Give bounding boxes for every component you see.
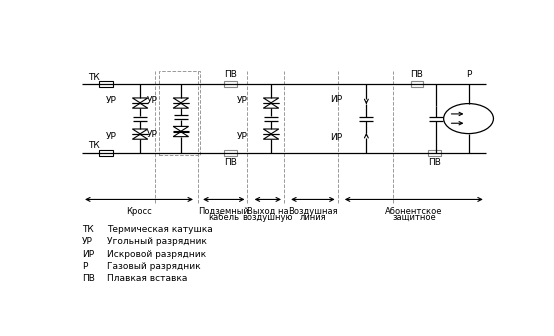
Text: УР: УР [146,130,157,139]
Text: Угольный разрядник: Угольный разрядник [107,237,207,246]
Text: Плавкая вставка: Плавкая вставка [107,275,187,283]
Text: УР: УР [237,96,248,105]
Text: ТК: ТК [89,73,100,82]
Text: ТК: ТК [89,141,100,150]
Text: кабель: кабель [208,213,239,222]
Text: воздушную: воздушную [243,213,293,222]
Text: ПВ: ПВ [224,158,237,167]
Text: Кросс: Кросс [126,207,152,216]
Text: ИР: ИР [331,95,343,104]
Text: Абонентское: Абонентское [385,207,443,216]
Text: защитное: защитное [392,213,435,222]
Text: Термическая катушка: Термическая катушка [107,225,213,234]
Text: Выход на: Выход на [247,207,289,216]
Text: ПВ: ПВ [224,70,237,79]
Text: УР: УР [106,132,116,141]
Bar [411,81,423,87]
Text: Подземный: Подземный [198,207,249,216]
Text: УР: УР [82,237,93,246]
Bar [224,81,237,87]
Text: УР: УР [237,132,248,141]
Text: ТК: ТК [82,225,94,234]
Text: Воздушная: Воздушная [288,207,338,216]
Bar [99,150,112,156]
Text: ПВ: ПВ [411,70,423,79]
Text: ИР: ИР [331,133,343,142]
Text: линия: линия [300,213,326,222]
Bar [160,71,200,156]
Text: Р: Р [466,70,471,79]
Text: УР: УР [106,96,116,105]
Text: Газовый разрядник: Газовый разрядник [107,262,201,271]
Bar [99,81,112,87]
Text: Р: Р [82,262,88,271]
Text: Искровой разрядник: Искровой разрядник [107,250,206,258]
Text: ПВ: ПВ [428,158,440,167]
Text: УР: УР [146,96,157,105]
Text: ИР: ИР [82,250,94,258]
Bar [224,150,237,156]
Text: ПВ: ПВ [82,275,95,283]
Bar [428,150,440,156]
